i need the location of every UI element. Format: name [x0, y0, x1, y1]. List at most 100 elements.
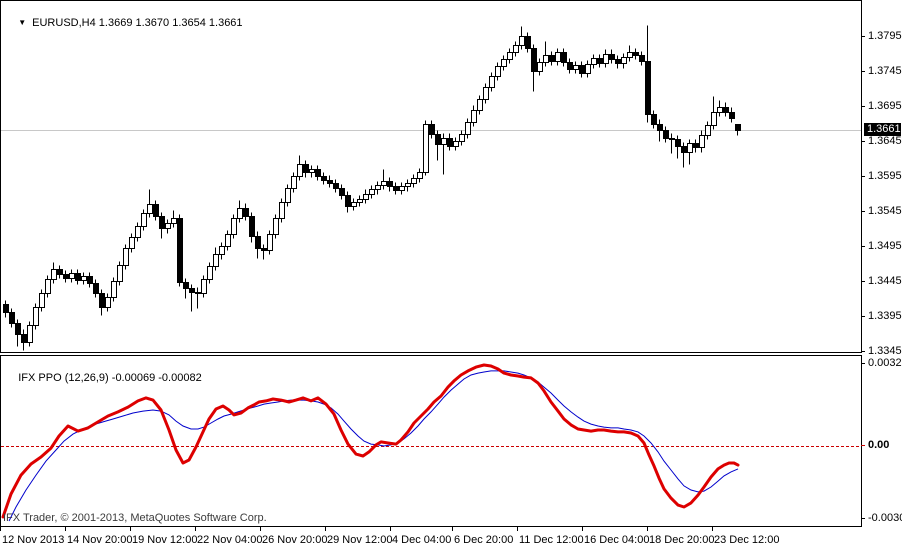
candle-body — [693, 143, 699, 148]
indicator-panel[interactable]: IFX PPO (12,26,9) -0.00069 -0.00082 IFX … — [0, 355, 862, 527]
copyright-label: IFX Trader, © 2001-2013, MetaQuotes Soft… — [3, 512, 267, 524]
price-axis-label: 1.3545 — [868, 204, 902, 217]
candle-body — [3, 304, 9, 313]
price-axis-label: 1.3795 — [868, 29, 902, 42]
candle-body — [255, 236, 261, 249]
candle-body — [543, 55, 549, 63]
time-axis-label: 12 Nov 2013 — [2, 534, 65, 546]
time-axis-label: 26 Nov 20:00 — [262, 534, 328, 546]
candle-body — [75, 273, 81, 281]
candle-body — [93, 283, 99, 294]
candle-body — [303, 164, 309, 173]
candle-body — [399, 186, 405, 191]
candle-body — [417, 172, 423, 179]
time-axis-tick — [517, 527, 518, 531]
candle-body — [15, 323, 21, 335]
candle-body — [309, 169, 315, 173]
candle-body — [459, 134, 465, 142]
candle-body — [609, 54, 615, 60]
time-axis-label: 4 Dec 04:00 — [392, 534, 452, 546]
candle-body — [387, 181, 393, 187]
candle-body — [141, 213, 147, 227]
ppo-line — [1, 363, 740, 519]
candle-body — [561, 52, 567, 63]
candle-body — [531, 48, 537, 72]
candle-body — [597, 58, 603, 64]
candle-body — [705, 125, 711, 136]
candle-body — [615, 59, 621, 64]
candle-body — [81, 276, 87, 281]
candle-body — [585, 64, 591, 74]
candle-body — [591, 58, 597, 65]
price-axis-label: 1.3695 — [868, 99, 902, 112]
candlestick-chart[interactable] — [1, 1, 861, 352]
candle-body — [579, 65, 585, 74]
candle-body — [33, 307, 39, 326]
time-axis-tick — [452, 527, 453, 531]
candle-body — [657, 124, 663, 131]
candle-body — [189, 288, 195, 293]
time-axis[interactable]: 12 Nov 2013 14 Nov 20:00 19 Nov 12:00 22 No… — [0, 527, 902, 547]
chart-title: ▼ EURUSD,H4 1.3669 1.3670 1.3654 1.3661 — [6, 5, 242, 41]
time-axis-label: 22 Nov 04:00 — [197, 534, 263, 546]
indicator-name-label: IFX PPO (12,26,9) — [18, 372, 109, 384]
time-axis-tick — [65, 527, 66, 531]
time-axis-tick — [647, 527, 648, 531]
price-axis-tick — [861, 245, 865, 247]
candle-body — [453, 141, 459, 147]
candle-body — [471, 110, 477, 123]
candle-body — [633, 52, 639, 56]
candle-body — [9, 312, 15, 324]
price-axis-tick — [861, 140, 865, 142]
candle-body — [57, 269, 63, 275]
price-axis-tick — [861, 35, 865, 37]
candle-body — [321, 176, 327, 181]
candle-body — [735, 124, 741, 131]
candle-body — [447, 138, 453, 147]
candle-body — [699, 135, 705, 148]
candle-body — [717, 107, 723, 113]
candle-body — [711, 112, 717, 126]
candle-body — [549, 55, 555, 62]
time-axis-label: 16 Dec 04:00 — [584, 534, 650, 546]
candle-body — [177, 218, 183, 283]
candle-body — [45, 279, 51, 294]
price-axis-tick — [861, 315, 865, 317]
candle-body — [261, 248, 267, 251]
candle-body — [627, 52, 633, 58]
candle-body — [435, 134, 441, 145]
candle-body — [213, 254, 219, 267]
candle-body — [183, 282, 189, 289]
symbol-dropdown-icon[interactable]: ▼ — [18, 18, 27, 27]
indicator-chart[interactable] — [1, 356, 861, 526]
candle-body — [507, 52, 513, 60]
candle-body — [405, 183, 411, 187]
time-axis-tick — [582, 527, 583, 531]
time-axis-tick — [712, 527, 713, 531]
candle-body — [237, 208, 243, 219]
time-axis-tick — [195, 527, 196, 531]
candle-body — [675, 139, 681, 147]
time-axis-tick — [325, 527, 326, 531]
price-chart-panel[interactable]: ▼ EURUSD,H4 1.3669 1.3670 1.3654 1.3661 — [0, 0, 862, 353]
candle-body — [729, 112, 735, 119]
time-axis-tick — [390, 527, 391, 531]
candle-body — [411, 178, 417, 184]
candle-body — [483, 87, 489, 100]
candle-body — [687, 143, 693, 153]
candle-body — [279, 202, 285, 219]
candle-body — [105, 297, 111, 308]
time-axis-label: 29 Nov 12:00 — [327, 534, 393, 546]
candle-body — [477, 99, 483, 111]
time-axis-label: 11 Dec 12:00 — [519, 534, 584, 546]
candle-body — [465, 122, 471, 135]
candle-body — [333, 183, 339, 189]
candle-body — [117, 265, 123, 282]
price-axis-tick — [861, 105, 865, 107]
candle-body — [27, 325, 33, 343]
candle-body — [69, 273, 75, 279]
indicator-axis-label: -0.00301 — [868, 512, 902, 524]
candle-body — [603, 54, 609, 64]
candle-body — [327, 180, 333, 184]
